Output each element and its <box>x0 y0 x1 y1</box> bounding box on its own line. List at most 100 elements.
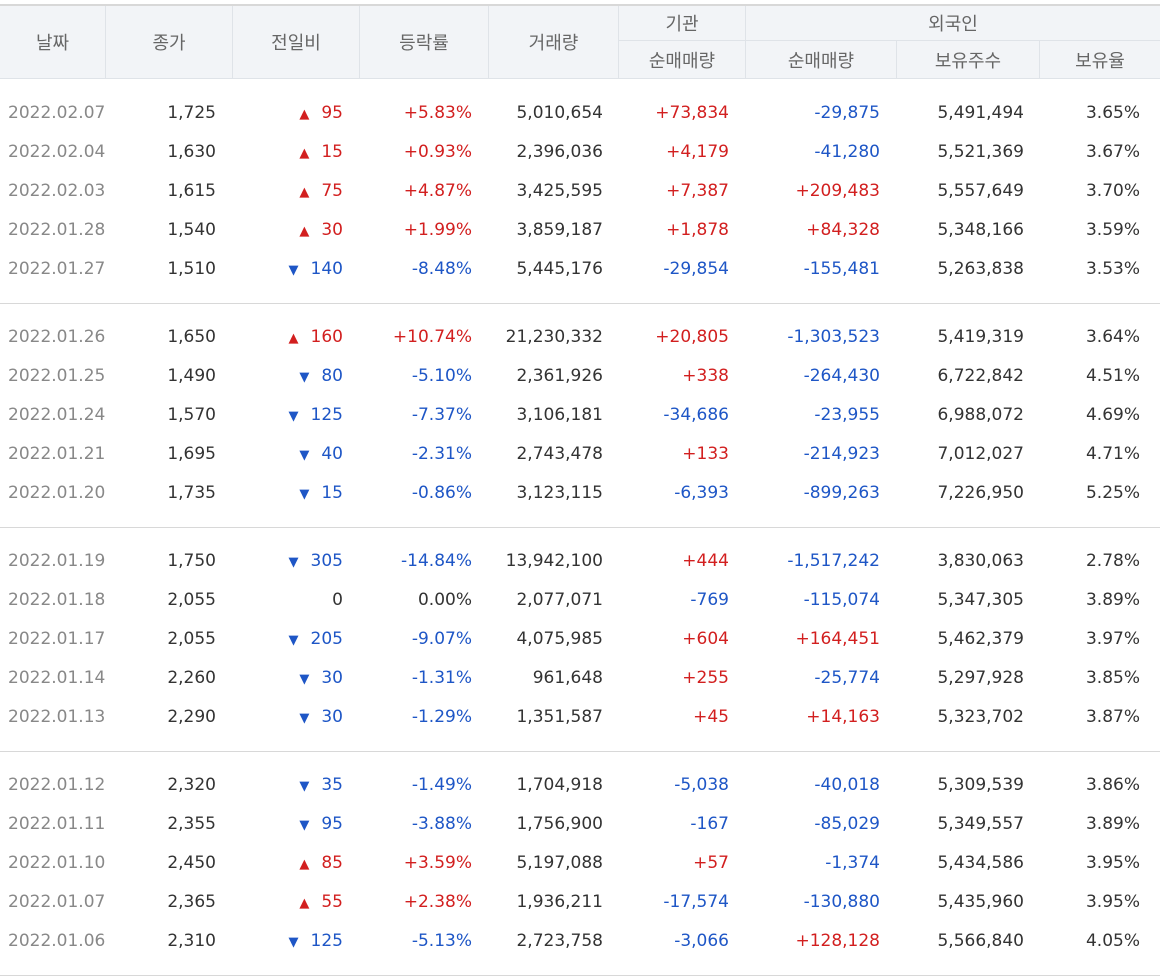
header-change: 전일비 <box>233 6 360 78</box>
date-cell: 2022.01.12 <box>8 775 106 795</box>
change-rate-cell: +3.59% <box>403 853 472 873</box>
institution-net-cell: -3,066 <box>674 931 729 951</box>
foreign-holdings-cell: 5,297,928 <box>937 668 1024 688</box>
change-value: 35 <box>321 775 343 795</box>
header-close: 종가 <box>106 6 233 78</box>
triangle-down-icon: ▼ <box>288 633 299 648</box>
triangle-down-icon: ▼ <box>288 935 299 950</box>
volume-cell: 5,010,654 <box>516 103 603 123</box>
change-value: 30 <box>321 668 343 688</box>
triangle-down-icon: ▼ <box>299 711 310 726</box>
foreign-ratio-cell: 2.78% <box>1085 551 1140 571</box>
close-price-cell: 1,695 <box>167 444 216 464</box>
change-value: 80 <box>321 366 343 386</box>
change-rate-cell: -1.49% <box>411 775 472 795</box>
foreign-holdings-cell: 5,263,838 <box>937 259 1024 279</box>
volume-cell: 3,859,187 <box>516 220 603 240</box>
change-value: 85 <box>321 853 343 873</box>
change-cell: ▼ 305 <box>289 542 343 581</box>
close-price-cell: 2,320 <box>167 775 216 795</box>
foreign-holdings-cell: 5,435,960 <box>937 892 1024 912</box>
change-value: 95 <box>321 103 343 123</box>
change-cell: ▲ 85 <box>299 844 343 883</box>
header-institution: 기관 <box>619 6 746 41</box>
volume-cell: 1,351,587 <box>516 707 603 727</box>
foreign-net-cell: -40,018 <box>814 775 880 795</box>
foreign-ratio-cell: 4.05% <box>1085 931 1140 951</box>
triangle-up-icon: ▲ <box>299 107 310 122</box>
date-cell: 2022.01.24 <box>8 405 106 425</box>
foreign-holdings-cell: 6,988,072 <box>937 405 1024 425</box>
volume-cell: 2,396,036 <box>516 142 603 162</box>
foreign-holdings-cell: 5,566,840 <box>937 931 1024 951</box>
volume-cell: 5,197,088 <box>516 853 603 873</box>
volume-cell: 3,123,115 <box>516 483 603 503</box>
table-top-border <box>0 4 1160 6</box>
header-foreign-holdings: 보유주수 <box>897 41 1040 78</box>
volume-cell: 961,648 <box>532 668 603 688</box>
change-rate-cell: +1.99% <box>403 220 472 240</box>
change-cell: ▲ 95 <box>299 94 343 133</box>
triangle-up-icon: ▲ <box>299 896 310 911</box>
foreign-ratio-cell: 3.89% <box>1085 590 1140 610</box>
header-institution-net: 순매매량 <box>619 41 746 78</box>
change-cell: ▼ 140 <box>289 250 343 289</box>
change-cell: ▼ 30 <box>299 659 343 698</box>
foreign-ratio-cell: 3.95% <box>1085 892 1140 912</box>
table-row: 2022.02.07 1,725 ▲ 95 +5.83% 5,010,654 +73,834… <box>0 94 1160 133</box>
change-rate-cell: -2.31% <box>411 444 472 464</box>
change-value: 30 <box>321 220 343 240</box>
institution-net-cell: +444 <box>682 551 729 571</box>
change-cell: ▼ 15 <box>299 474 343 513</box>
close-price-cell: 1,750 <box>167 551 216 571</box>
foreign-holdings-cell: 5,323,702 <box>937 707 1024 727</box>
table-row: 2022.02.04 1,630 ▲ 15 +0.93% 2,396,036 +4,179 -… <box>0 133 1160 172</box>
date-cell: 2022.01.26 <box>8 327 106 347</box>
foreign-holdings-cell: 6,722,842 <box>937 366 1024 386</box>
institution-net-cell: +45 <box>693 707 729 727</box>
foreign-ratio-cell: 3.87% <box>1085 707 1140 727</box>
close-price-cell: 1,735 <box>167 483 216 503</box>
change-cell: ▼ 35 <box>299 766 343 805</box>
group-divider <box>0 975 1160 976</box>
foreign-holdings-cell: 5,521,369 <box>937 142 1024 162</box>
change-value: 30 <box>321 707 343 727</box>
triangle-up-icon: ▲ <box>299 224 310 239</box>
institution-net-cell: +1,878 <box>666 220 729 240</box>
table-row: 2022.01.20 1,735 ▼ 15 -0.86% 3,123,115 -6,393 -… <box>0 474 1160 513</box>
triangle-down-icon: ▼ <box>299 818 310 833</box>
foreign-net-cell: +209,483 <box>795 181 880 201</box>
change-value: 305 <box>310 551 343 571</box>
foreign-holdings-cell: 3,830,063 <box>937 551 1024 571</box>
change-cell: ▼ 95 <box>299 805 343 844</box>
close-price-cell: 1,570 <box>167 405 216 425</box>
triangle-down-icon: ▼ <box>299 370 310 385</box>
date-cell: 2022.01.21 <box>8 444 106 464</box>
triangle-down-icon: ▼ <box>299 779 310 794</box>
change-rate-cell: -14.84% <box>401 551 472 571</box>
change-cell: ▼ 30 <box>299 698 343 737</box>
foreign-holdings-cell: 5,434,586 <box>937 853 1024 873</box>
foreign-ratio-cell: 4.71% <box>1085 444 1140 464</box>
institution-net-cell: -17,574 <box>663 892 729 912</box>
foreign-ratio-cell: 3.85% <box>1085 668 1140 688</box>
change-rate-cell: +5.83% <box>403 103 472 123</box>
date-cell: 2022.01.19 <box>8 551 106 571</box>
foreign-net-cell: +164,451 <box>795 629 880 649</box>
foreign-holdings-cell: 5,347,305 <box>937 590 1024 610</box>
volume-cell: 3,106,181 <box>516 405 603 425</box>
foreign-holdings-cell: 5,309,539 <box>937 775 1024 795</box>
change-value: 55 <box>321 892 343 912</box>
triangle-up-icon: ▲ <box>299 146 310 161</box>
volume-cell: 13,942,100 <box>505 551 603 571</box>
change-rate-cell: -5.10% <box>411 366 472 386</box>
date-cell: 2022.01.14 <box>8 668 106 688</box>
change-rate-cell: +4.87% <box>403 181 472 201</box>
change-cell: ▲ 160 <box>289 318 343 357</box>
close-price-cell: 1,615 <box>167 181 216 201</box>
table-row: 2022.01.26 1,650 ▲ 160 +10.74% 21,230,332 +20,… <box>0 318 1160 357</box>
institution-net-cell: -6,393 <box>674 483 729 503</box>
table-row: 2022.01.06 2,310 ▼ 125 -5.13% 2,723,758 -3,066… <box>0 922 1160 961</box>
volume-cell: 2,743,478 <box>516 444 603 464</box>
